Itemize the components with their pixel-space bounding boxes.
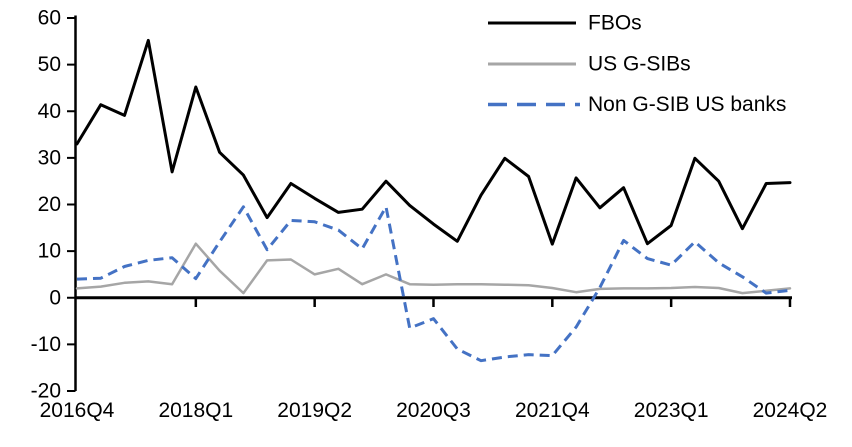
x-tick-label: 2016Q4 xyxy=(40,399,115,422)
y-tick-label: 40 xyxy=(38,100,61,123)
y-tick-label: -10 xyxy=(31,333,61,356)
x-axis-ticks xyxy=(194,297,792,307)
y-tick-label: 10 xyxy=(38,240,61,263)
y-tick-label: 0 xyxy=(49,286,61,309)
x-tick-label: 2019Q2 xyxy=(277,399,352,422)
legend-label-non-gsib: Non G-SIB US banks xyxy=(588,93,786,116)
legend-label-us-gsibs: US G-SIBs xyxy=(588,53,691,76)
y-tick-label: -20 xyxy=(31,380,61,403)
x-tick-label: 2021Q4 xyxy=(515,399,590,422)
series-lines xyxy=(75,38,792,363)
legend-label-fbos: FBOs xyxy=(588,12,642,35)
y-tick-label: 20 xyxy=(38,193,61,216)
x-tick-label: 2024Q2 xyxy=(753,399,828,422)
legend: FBOs US G-SIBs Non G-SIB US banks xyxy=(488,12,786,116)
y-axis-ticks xyxy=(67,17,76,392)
y-tick-label: 30 xyxy=(38,146,61,169)
y-tick-label: 60 xyxy=(38,7,61,30)
x-tick-label: 2023Q1 xyxy=(634,399,709,422)
x-axis-labels: 2016Q4 2018Q1 2019Q2 2020Q3 2021Q4 2023Q1 2024… xyxy=(40,399,828,422)
series-line-fbos xyxy=(75,38,792,246)
series-line-us-g-sibs xyxy=(75,242,792,295)
y-tick-label: 50 xyxy=(38,53,61,76)
series-line-non-g-sib-us-banks xyxy=(76,205,791,363)
x-tick-label: 2020Q3 xyxy=(396,399,471,422)
y-axis-labels: 60 50 40 30 20 10 0 -10 -20 xyxy=(31,7,61,403)
x-tick-label: 2018Q1 xyxy=(158,399,233,422)
